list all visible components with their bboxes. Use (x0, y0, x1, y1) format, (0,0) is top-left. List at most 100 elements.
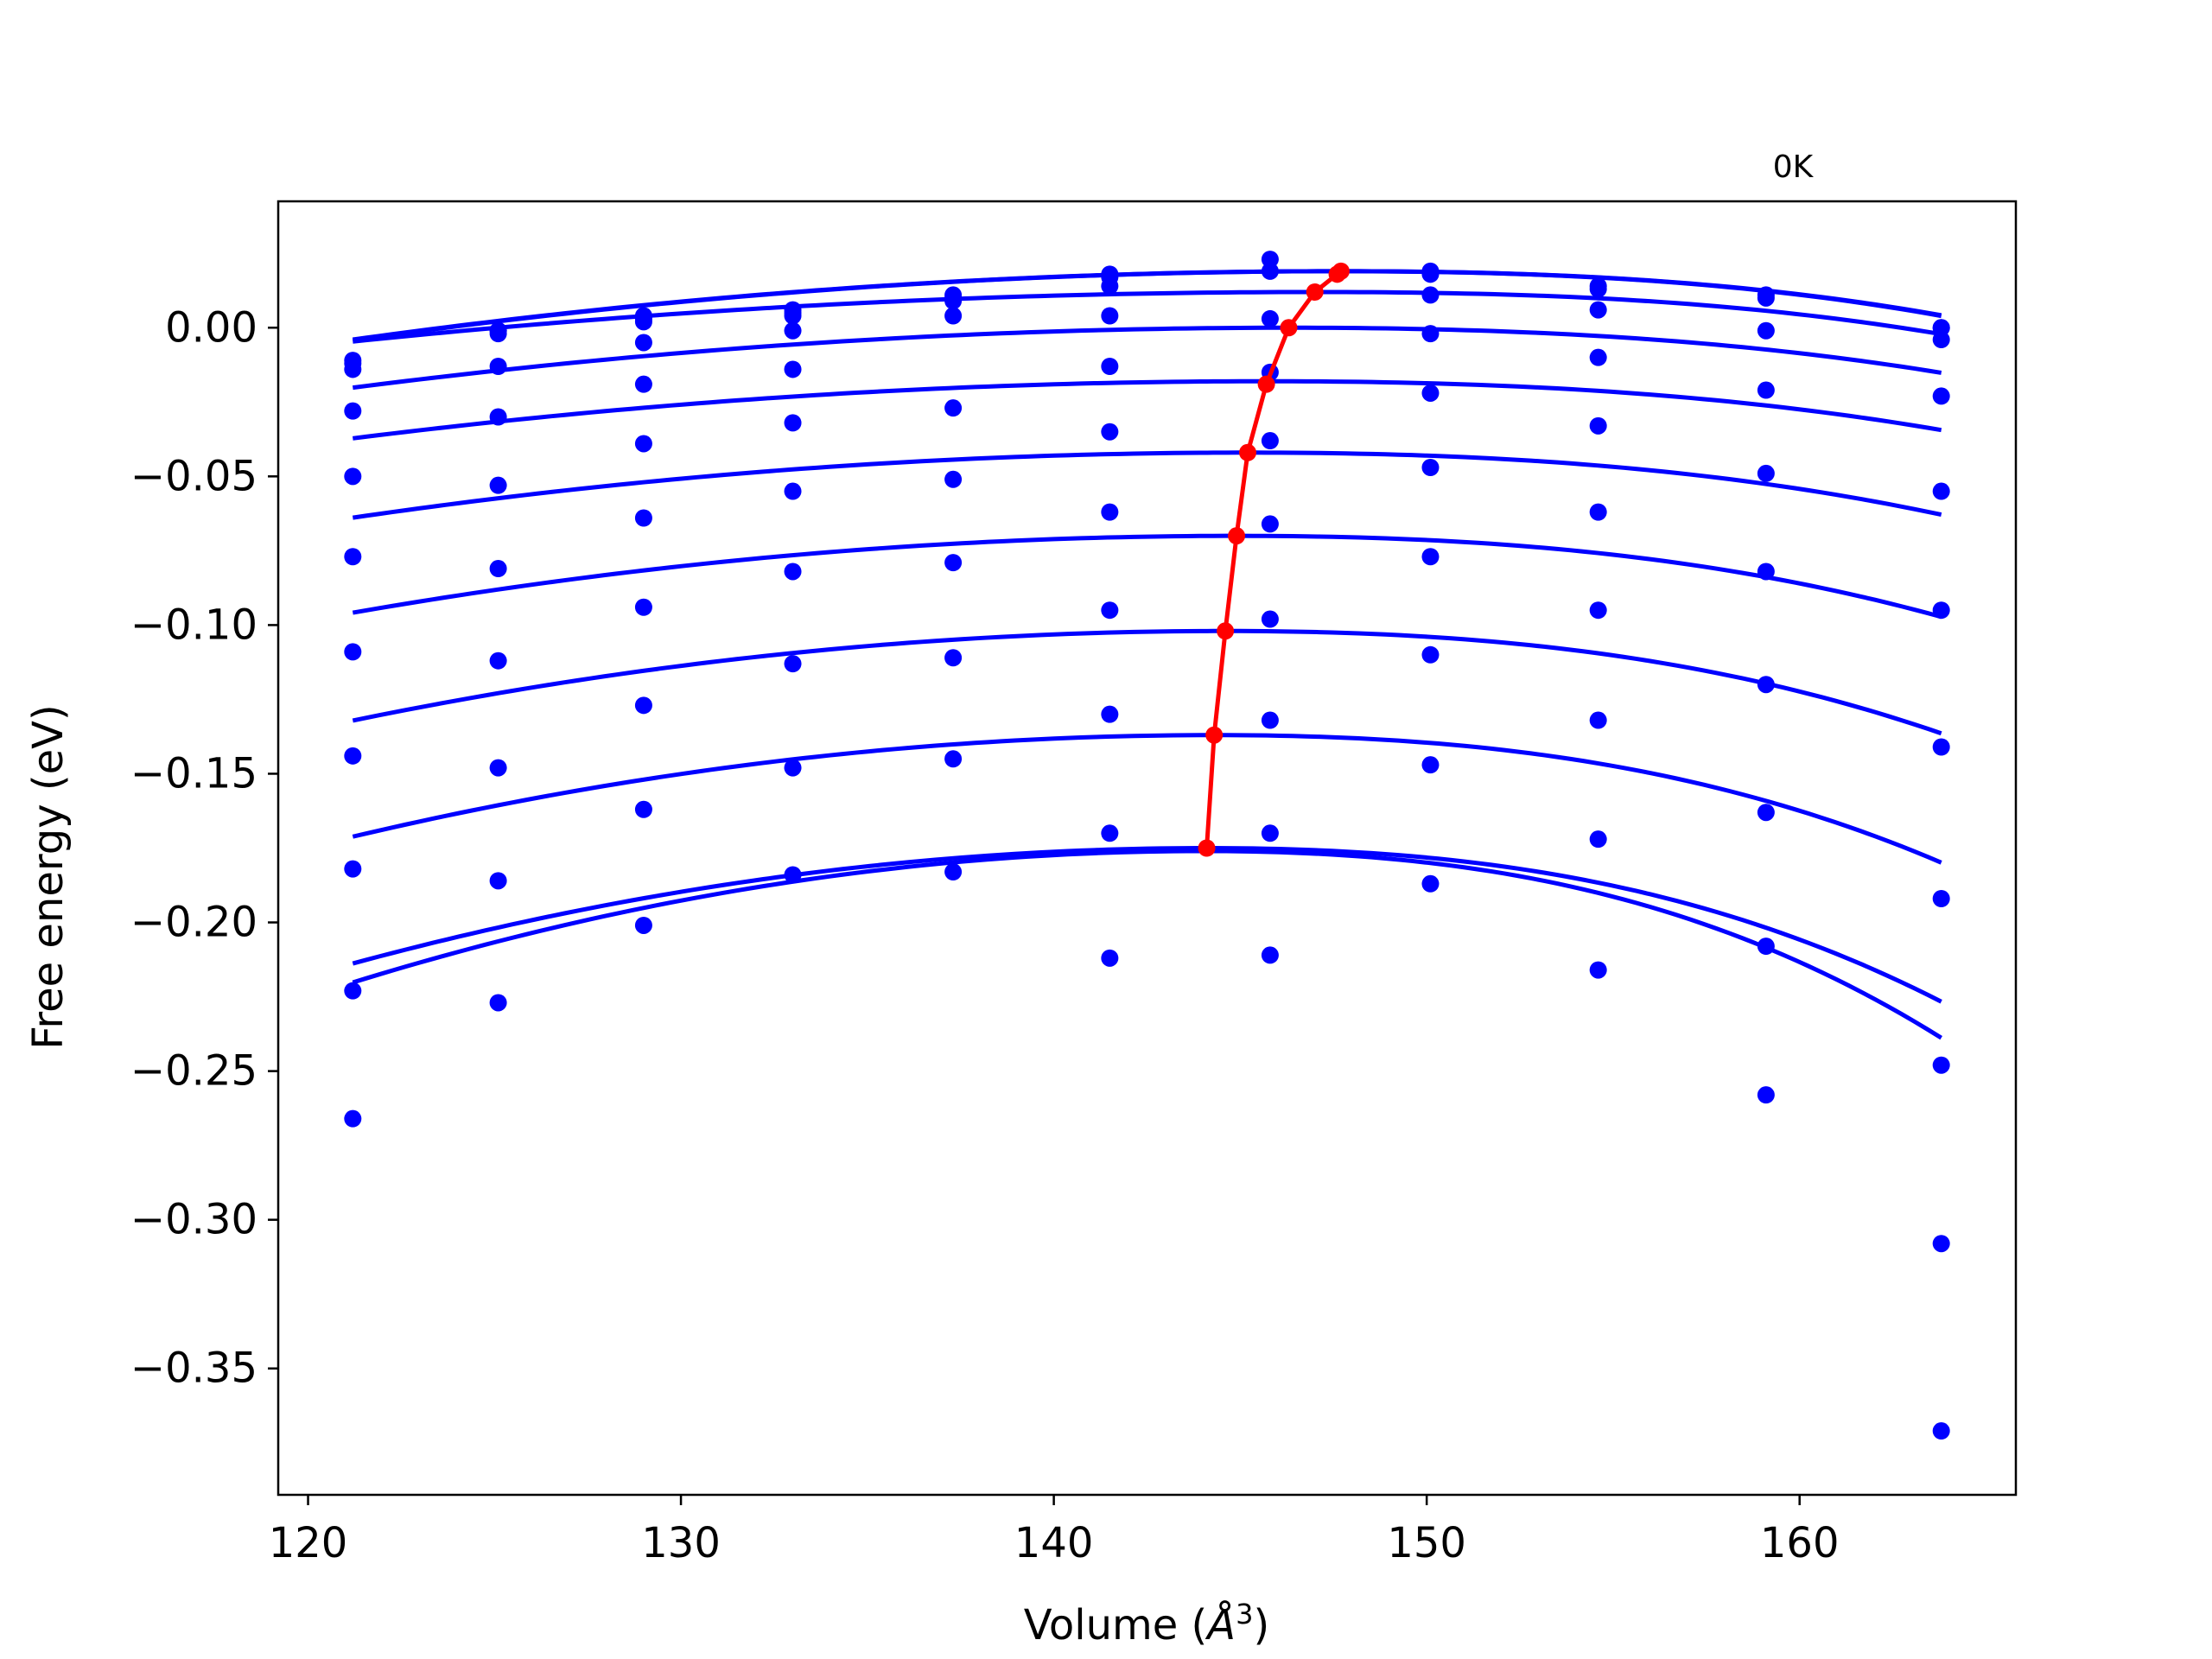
data-point (489, 408, 507, 426)
data-point (1757, 804, 1775, 822)
y-tick-label: −0.25 (130, 1047, 257, 1096)
data-point (634, 696, 652, 715)
data-point (1101, 357, 1119, 375)
data-point (1421, 384, 1440, 402)
data-point (1932, 890, 1950, 908)
y-axis-label: Free energy (eV) (24, 704, 73, 1049)
data-point (344, 548, 362, 566)
data-point (1589, 503, 1607, 521)
minimum-point (1217, 622, 1235, 640)
data-point (784, 321, 802, 340)
minimum-point (1205, 726, 1224, 744)
data-point (1421, 325, 1440, 343)
y-tick-label: −0.10 (130, 601, 257, 649)
data-point (944, 292, 963, 310)
data-point (1932, 331, 1950, 349)
fit-curve-2 (353, 289, 1942, 344)
data-point (1261, 251, 1279, 269)
y-tick-label: −0.20 (130, 899, 257, 947)
y-tick-label: 0.00 (165, 303, 257, 352)
data-point (489, 994, 507, 1012)
data-point (1421, 459, 1440, 477)
data-point (1261, 515, 1279, 533)
data-point (1101, 705, 1119, 723)
data-point (1261, 610, 1279, 628)
data-point (1589, 830, 1607, 849)
data-point (489, 652, 507, 670)
data-point (1101, 824, 1119, 842)
data-point (344, 982, 362, 1000)
y-tick-label: −0.30 (130, 1196, 257, 1244)
series-layer (344, 251, 1950, 1440)
minimum-point (1228, 527, 1246, 545)
y-tick-label: −0.15 (130, 749, 257, 798)
data-point (634, 509, 652, 527)
x-tick-label: 140 (1014, 1519, 1094, 1567)
data-point (1261, 946, 1279, 964)
x-axis-ticks: 120 130 140 150 160 (269, 1495, 1840, 1567)
data-point (1421, 548, 1440, 566)
data-point (1421, 756, 1440, 774)
minima-layer (1198, 262, 1350, 857)
data-point (1589, 280, 1607, 298)
fit-curve-1 (352, 269, 1942, 342)
fit-curve-6 (352, 533, 1942, 620)
data-point (489, 357, 507, 375)
y-tick-label: −0.35 (130, 1344, 257, 1393)
data-point (1589, 348, 1607, 366)
x-axis-label-exponent: 3 (1236, 1598, 1253, 1630)
data-point (489, 476, 507, 494)
temperature-annotation: 0K (1773, 149, 1815, 185)
data-point (1932, 738, 1950, 756)
data-point (1421, 645, 1440, 664)
data-point (784, 563, 802, 581)
fit-curve-10 (352, 849, 1943, 1040)
fit-curve-4 (353, 378, 1942, 441)
data-point (1101, 601, 1119, 620)
data-point (1932, 1056, 1950, 1074)
data-point (1261, 262, 1279, 280)
data-point (1589, 961, 1607, 979)
x-tick-label: 150 (1387, 1519, 1466, 1567)
data-point (1932, 387, 1950, 405)
data-point (1421, 874, 1440, 893)
data-point (944, 554, 963, 572)
data-point (1589, 416, 1607, 435)
data-point (944, 863, 963, 881)
y-tick-label: −0.05 (130, 452, 257, 500)
fit-curve-5 (352, 450, 1942, 520)
data-point (1757, 381, 1775, 399)
data-point (1589, 601, 1607, 620)
minimum-point (1280, 319, 1298, 337)
fit-curve-7 (352, 628, 1942, 736)
x-axis-label-text: Volume ( (1024, 1601, 1208, 1649)
minima-line (1205, 269, 1343, 849)
data-point (1261, 309, 1279, 327)
fit-curve-8 (352, 733, 1942, 865)
data-point (1589, 711, 1607, 729)
x-tick-label: 120 (269, 1519, 348, 1567)
data-point (944, 750, 963, 768)
minimum-point (1198, 839, 1216, 857)
data-point (944, 649, 963, 667)
data-point (1101, 277, 1119, 296)
minimum-point (1257, 375, 1275, 393)
x-axis-label-close: ) (1253, 1601, 1269, 1649)
data-point (944, 399, 963, 417)
x-axis-label: Volume (Å3) (1024, 1598, 1269, 1649)
minimum-point (1239, 443, 1257, 461)
data-point (634, 916, 652, 934)
data-point (634, 313, 652, 331)
minimum-point (1328, 265, 1346, 283)
data-point (344, 402, 362, 420)
data-point (1757, 321, 1775, 340)
data-point (1101, 949, 1119, 967)
data-point (1261, 711, 1279, 729)
data-point (1261, 432, 1279, 450)
data-point (1101, 503, 1119, 521)
fit-curve-9 (352, 846, 1942, 1004)
data-point (489, 759, 507, 777)
data-point (944, 470, 963, 488)
data-point (344, 360, 362, 378)
